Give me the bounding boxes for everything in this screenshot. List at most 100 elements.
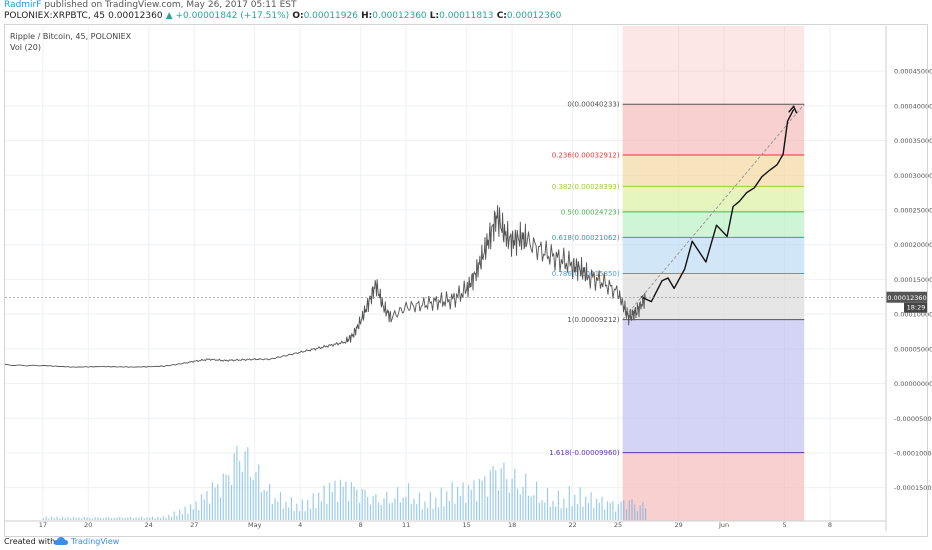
volume-bar <box>80 518 83 520</box>
y-tick-label: 0.00000000 <box>894 380 932 388</box>
author-link[interactable]: RadmirF <box>4 0 42 10</box>
volume-bar <box>639 505 641 520</box>
volume-bar <box>609 503 611 520</box>
volume-bar <box>331 492 333 520</box>
volume-bar <box>486 496 489 520</box>
volume-bar <box>585 496 587 520</box>
fib-level-label: 1.618(-0.00009960) <box>549 449 620 457</box>
ohlc-legend: POLONIEX:XRPBTC, 45 0.00012360 ▲ +0.0000… <box>4 11 561 22</box>
volume-bar <box>467 484 470 520</box>
volume-bar <box>184 506 186 520</box>
fib-level-label: 0.5(0.00024723) <box>561 208 620 216</box>
chart-info: Ripple / Bitcoin, 45, POLONIEX Vol (20) <box>10 31 131 53</box>
y-tick-label: 0.00030000 <box>894 172 932 180</box>
volume-bar <box>503 462 505 520</box>
x-tick-label: 8 <box>828 521 832 529</box>
volume-bar <box>546 488 549 520</box>
volume-bar <box>595 498 598 520</box>
volume-bar <box>268 484 271 520</box>
volume-bar <box>604 509 606 520</box>
x-tick-label: 24 <box>145 521 153 529</box>
fib-band <box>622 452 805 521</box>
x-tick-label: 18 <box>508 521 516 529</box>
x-tick-label: 8 <box>359 521 363 529</box>
volume-bar <box>176 515 178 520</box>
volume-bar <box>288 507 290 520</box>
fib-level-label: 0.618(0.00021062) <box>552 234 620 242</box>
volume-bar <box>508 492 510 520</box>
volume-bar <box>427 507 429 520</box>
volume-bar <box>530 496 532 520</box>
high-value: 0.00012360 <box>372 11 427 21</box>
volume-bar <box>571 506 573 520</box>
volume-bar <box>72 516 75 520</box>
volume-bar <box>271 503 273 520</box>
volume-bar <box>473 480 475 520</box>
volume-bar <box>279 491 282 520</box>
volume-bar <box>587 503 589 520</box>
volume-bar <box>536 481 538 520</box>
volume-bar <box>495 470 497 520</box>
close-value: 0.00012360 <box>506 11 562 21</box>
volume-bar <box>481 480 483 520</box>
chart-canvas[interactable]: 0(0.00040233) 0.236(0.00032912) 0.382(0.00… <box>0 24 932 536</box>
tradingview-brand[interactable]: TradingView <box>71 537 120 546</box>
volume-bar <box>296 503 298 520</box>
volume-bar <box>356 489 358 520</box>
fib-band <box>622 155 805 187</box>
last-time-badge-text: 18:29 <box>907 304 926 312</box>
volume-bar <box>91 518 94 520</box>
tradingview-cloud-icon <box>54 537 68 545</box>
volume-bar <box>86 517 88 520</box>
volume-bar <box>53 518 55 520</box>
volume-bar <box>443 506 445 520</box>
volume-bar <box>576 504 579 520</box>
volume-bar <box>457 487 459 520</box>
volume-bar <box>492 465 494 520</box>
volume-bar <box>628 500 630 520</box>
volume-bar <box>233 453 235 520</box>
volume-bar <box>432 508 434 520</box>
volume-bar <box>181 513 184 520</box>
volume-bar <box>67 517 69 520</box>
volume-bar <box>195 501 197 520</box>
volume-bar <box>557 490 560 520</box>
volume-bar <box>132 518 134 520</box>
volume-bar <box>383 498 385 520</box>
volume-bar <box>451 481 453 520</box>
volume-bar <box>601 496 603 520</box>
volume-bar <box>225 474 227 520</box>
volume-bar <box>574 494 576 520</box>
volume-indicator-label[interactable]: Vol (20) <box>10 43 41 52</box>
volume-bar <box>312 493 314 520</box>
y-tick-label: 0.00045000 <box>894 68 932 76</box>
volume-bar <box>459 495 461 520</box>
fib-band <box>622 104 805 156</box>
volume-bar <box>328 482 331 520</box>
volume-bar <box>59 518 61 520</box>
chart-title: Ripple / Bitcoin, 45, POLONIEX <box>10 32 132 41</box>
volume-bar <box>590 492 592 520</box>
volume-bar <box>326 503 328 520</box>
volume-bar <box>416 504 418 520</box>
volume-bar <box>70 518 72 520</box>
volume-bar <box>230 485 233 520</box>
low-label: L: <box>429 11 440 21</box>
volume-bar <box>189 504 192 520</box>
volume-bar <box>108 517 110 520</box>
volume-bar <box>348 500 350 520</box>
chart-header: RadmirF published on TradingView.com, Ma… <box>0 0 932 24</box>
last-time-badge <box>904 302 928 313</box>
volume-bar <box>563 498 565 520</box>
volume-bar <box>413 498 415 520</box>
volume-bar <box>228 475 230 520</box>
volume-bar <box>525 473 527 520</box>
volume-bar <box>380 504 382 520</box>
volume-bar <box>470 489 472 520</box>
fib-band <box>622 273 805 320</box>
volume-bar <box>350 482 352 520</box>
volume-bar <box>211 482 213 520</box>
volume-bar <box>615 511 617 520</box>
created-with-text: Created with <box>4 537 56 546</box>
volume-bar <box>102 518 104 520</box>
